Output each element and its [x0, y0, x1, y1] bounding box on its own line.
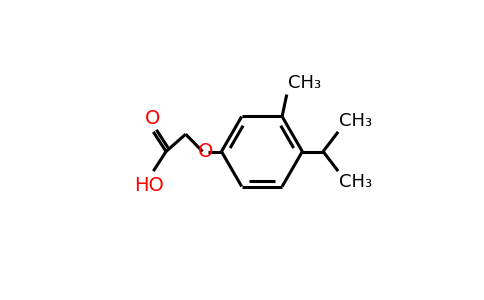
Text: CH₃: CH₃ [339, 112, 372, 130]
Text: O: O [145, 109, 160, 128]
Text: CH₃: CH₃ [339, 173, 372, 191]
Text: HO: HO [134, 176, 164, 195]
Text: CH₃: CH₃ [288, 74, 321, 92]
Text: O: O [197, 142, 213, 161]
